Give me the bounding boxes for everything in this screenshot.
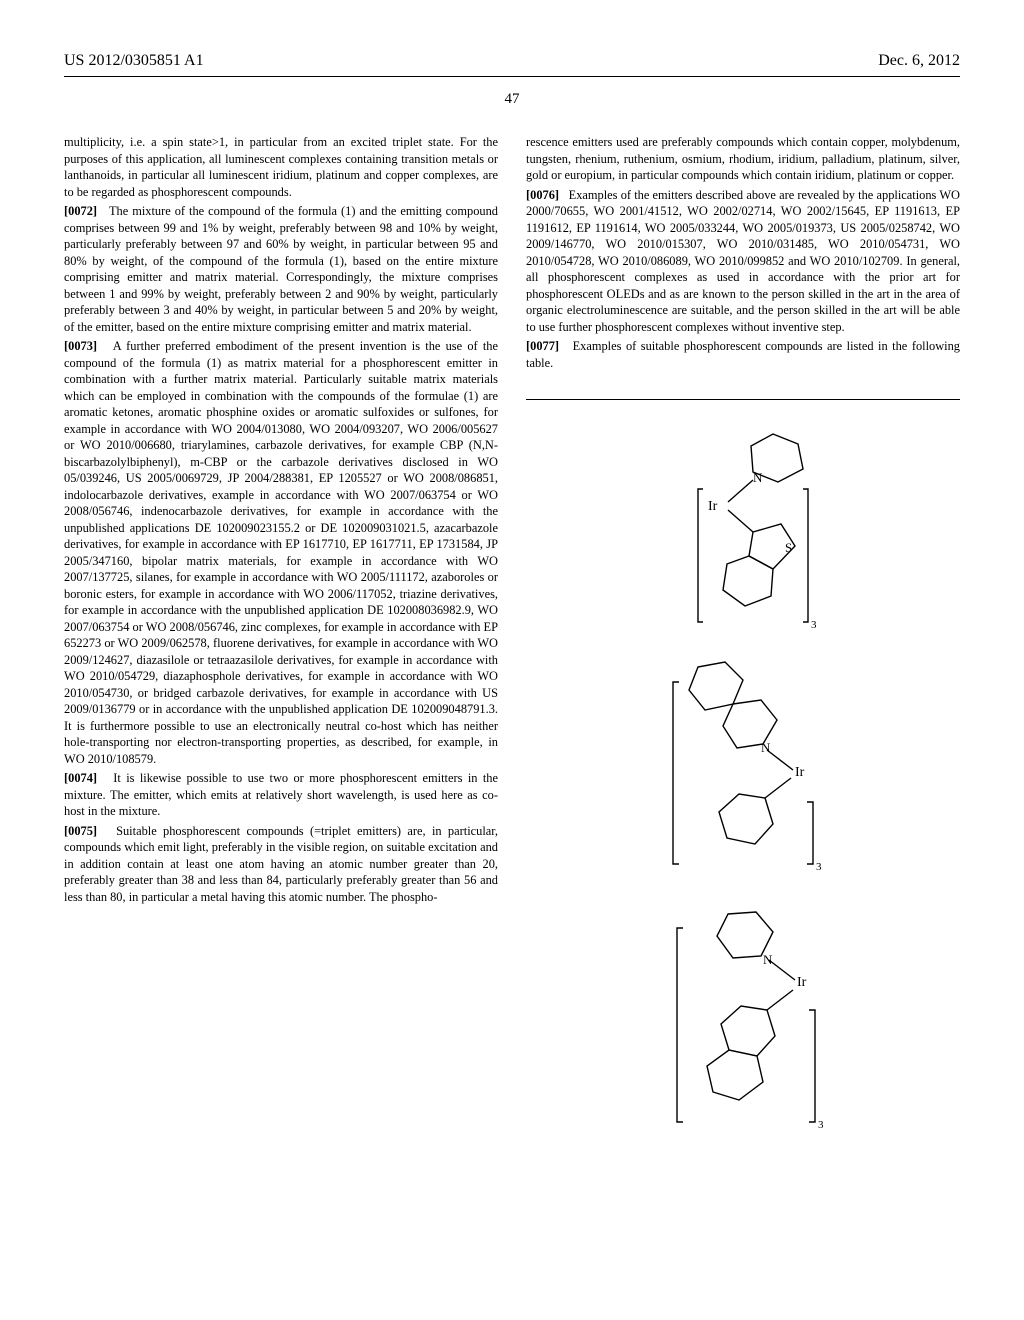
header-rule — [64, 76, 960, 77]
subscript-3: 3 — [811, 619, 817, 631]
paragraph-0075: [0075] Suitable phosphorescent compounds… — [64, 823, 498, 906]
left-column: multiplicity, i.e. a spin state>1, in pa… — [64, 134, 498, 1140]
publication-number: US 2012/0305851 A1 — [64, 52, 204, 70]
paragraph-lead-in: multiplicity, i.e. a spin state>1, in pa… — [64, 134, 498, 200]
subscript-3: 3 — [818, 1119, 824, 1131]
paragraph-0072: [0072] The mixture of the compound of th… — [64, 203, 498, 335]
paragraph-text: It is likewise possible to use two or mo… — [64, 771, 498, 818]
paragraph-number: [0077] — [526, 339, 559, 353]
paragraph-text: Suitable phosphorescent compounds (=trip… — [64, 824, 498, 904]
chem-svg-icon: N Ir S — [653, 424, 833, 634]
chemical-structure-3: N Ir 3 — [643, 900, 843, 1140]
paragraph-0074: [0074] It is likewise possible to use tw… — [64, 770, 498, 820]
svg-text:Ir: Ir — [795, 765, 805, 780]
paragraph-number: [0075] — [64, 824, 97, 838]
paragraph-text: The mixture of the compound of the formu… — [64, 204, 498, 334]
paragraph-number: [0073] — [64, 339, 97, 353]
paragraph-text: A further preferred embodiment of the pr… — [64, 339, 498, 766]
svg-text:S: S — [785, 540, 792, 555]
paragraph-lead-in: rescence emitters used are preferably co… — [526, 134, 960, 184]
paragraph-text: Examples of suitable phosphorescent comp… — [526, 339, 960, 370]
chemical-structures-table: N Ir S — [526, 399, 960, 1140]
paragraph-number: [0072] — [64, 204, 97, 218]
svg-text:Ir: Ir — [797, 975, 807, 990]
paragraph-number: [0074] — [64, 771, 97, 785]
paragraph-0076: [0076] Examples of the emitters describe… — [526, 187, 960, 336]
chem-svg-icon: N Ir 3 — [643, 900, 843, 1140]
svg-text:N: N — [753, 470, 763, 485]
publication-date: Dec. 6, 2012 — [878, 52, 960, 70]
paragraph-text: Examples of the emitters described above… — [526, 188, 960, 334]
right-column: rescence emitters used are preferably co… — [526, 134, 960, 1140]
two-column-body: multiplicity, i.e. a spin state>1, in pa… — [64, 134, 960, 1140]
svg-text:Ir: Ir — [708, 499, 718, 514]
svg-text:N: N — [763, 952, 773, 967]
chem-svg-icon: N Ir 3 — [643, 652, 843, 882]
page-number: 47 — [64, 91, 960, 108]
paragraph-number: [0076] — [526, 188, 559, 202]
chemical-structure-1: N Ir S — [653, 424, 833, 634]
chemical-structure-2: N Ir 3 — [643, 652, 843, 882]
paragraph-0077: [0077] Examples of suitable phosphoresce… — [526, 338, 960, 371]
paragraph-0073: [0073] A further preferred embodiment of… — [64, 338, 498, 767]
subscript-3: 3 — [816, 861, 822, 873]
